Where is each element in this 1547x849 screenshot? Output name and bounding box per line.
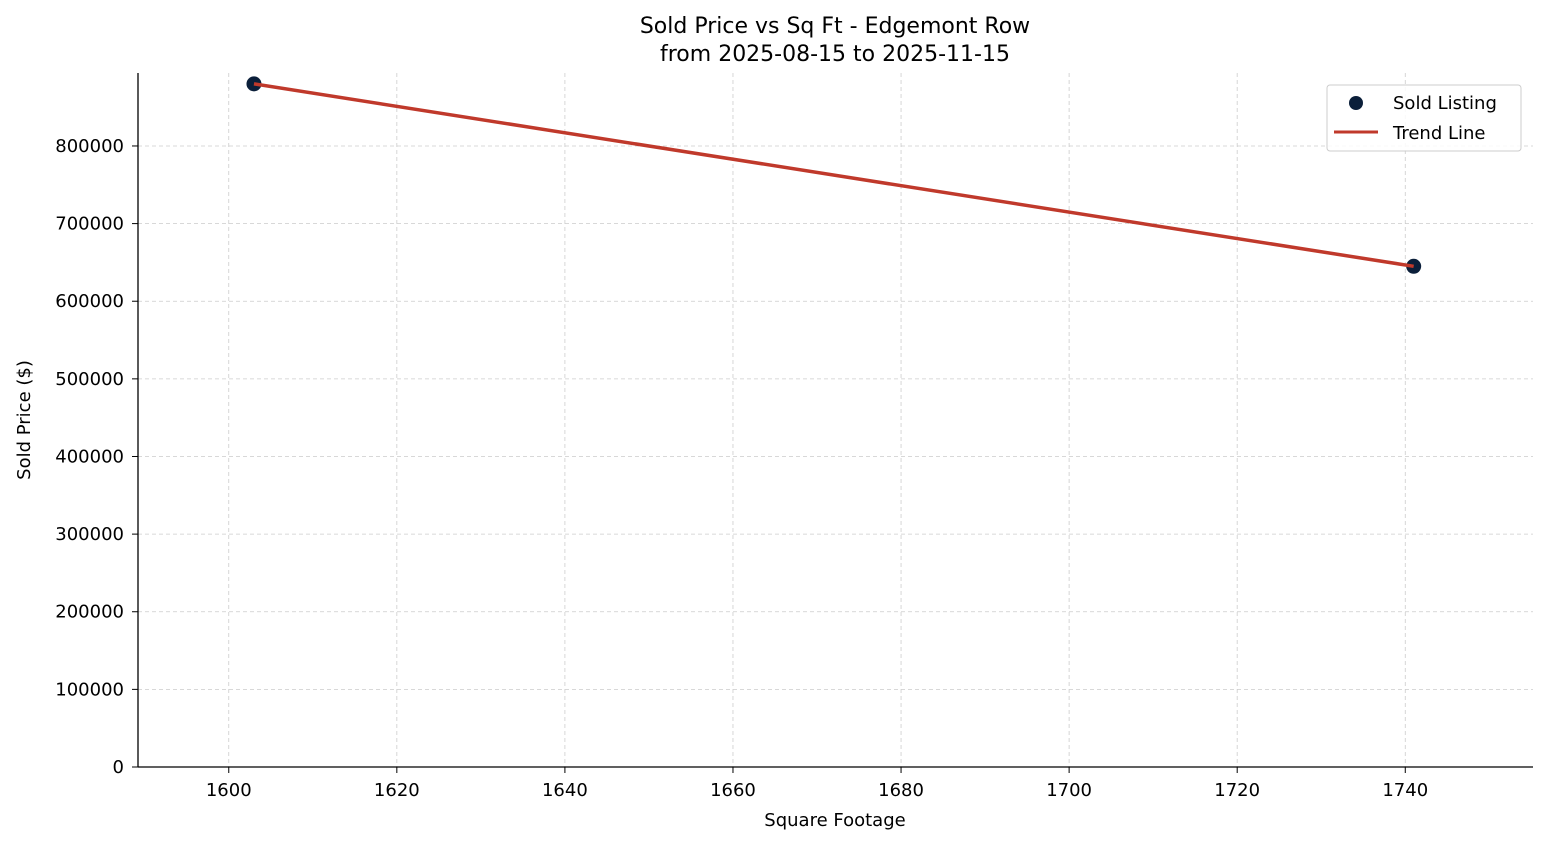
y-tick-label: 700000 — [55, 214, 124, 235]
chart-subtitle: from 2025-08-15 to 2025-11-15 — [660, 42, 1010, 67]
y-axis-label: Sold Price ($) — [14, 360, 35, 480]
ticks: 1600 1620 1640 1660 1680 1700 1720 1740 0 100000 2… — [55, 136, 1428, 801]
x-tick-label: 1720 — [1214, 780, 1260, 801]
y-tick-label: 800000 — [55, 136, 124, 157]
y-tick-label: 300000 — [55, 524, 124, 545]
x-tick-label: 1620 — [374, 780, 420, 801]
x-tick-label: 1680 — [878, 780, 924, 801]
y-tick-label: 400000 — [55, 446, 124, 467]
y-tick-label: 100000 — [55, 679, 124, 700]
x-tick-label: 1740 — [1382, 780, 1428, 801]
legend: Sold Listing Trend Line — [1326, 84, 1522, 152]
x-axis-label: Square Footage — [764, 810, 905, 831]
legend-box — [1326, 84, 1522, 152]
marks — [246, 76, 1422, 274]
legend-label-trend-line: Trend Line — [1392, 123, 1486, 144]
x-tick-label: 1600 — [206, 780, 252, 801]
y-tick-label: 0 — [113, 757, 124, 778]
chart-title: Sold Price vs Sq Ft - Edgemont Row — [640, 14, 1030, 39]
y-tick-label: 500000 — [55, 369, 124, 390]
trend-line — [253, 82, 1414, 269]
grid — [138, 73, 1533, 767]
y-tick-label: 200000 — [55, 602, 124, 623]
y-tick-label: 600000 — [55, 291, 124, 312]
legend-marker-sold-listing — [1349, 96, 1363, 110]
legend-label-sold-listing: Sold Listing — [1393, 93, 1497, 114]
x-tick-label: 1700 — [1046, 780, 1092, 801]
x-tick-label: 1660 — [710, 780, 756, 801]
x-tick-label: 1640 — [542, 780, 588, 801]
